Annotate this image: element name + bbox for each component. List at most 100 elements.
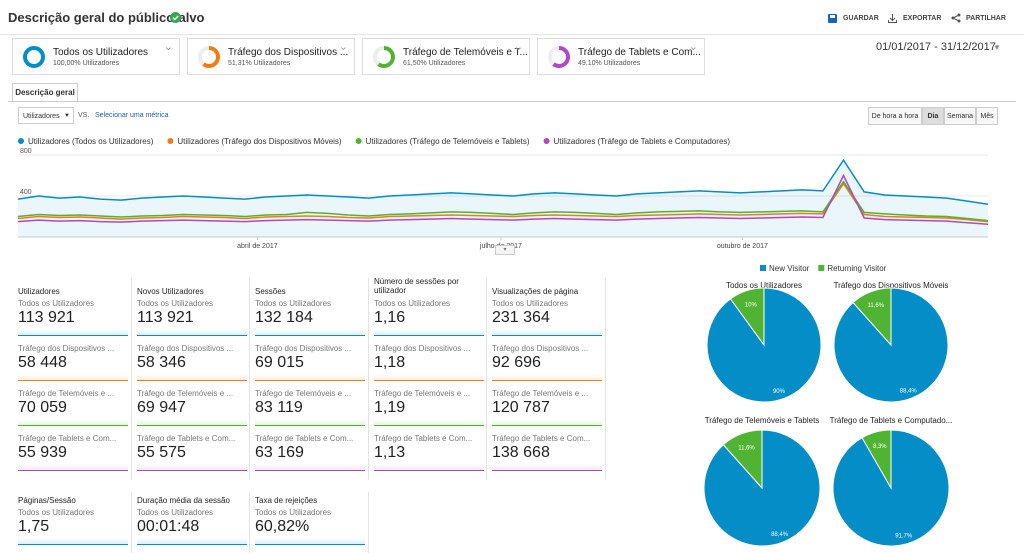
pie-title: Todos os Utilizadores bbox=[726, 281, 802, 290]
granularity-button[interactable]: Semana bbox=[944, 107, 976, 125]
segment-menu[interactable]: ⌄ bbox=[688, 41, 698, 53]
granularity-button[interactable]: De hora a hora bbox=[868, 107, 922, 125]
legend-swatch bbox=[18, 138, 24, 144]
metric-name: Sessões bbox=[255, 287, 286, 296]
segment-menu[interactable]: ⌄ bbox=[163, 41, 173, 53]
pie-title: Tráfego de Telemóveis e Tablets bbox=[705, 416, 820, 425]
metric-value: 132 184 bbox=[255, 309, 313, 326]
pie-value-label: 91,7% bbox=[895, 534, 913, 540]
pie-value-label: 11,6% bbox=[867, 303, 884, 309]
export-button[interactable]: EXPORTAR bbox=[903, 15, 942, 22]
legend-label: Utilizadores (Tráfego dos Dispositivos M… bbox=[177, 137, 342, 146]
sparkline bbox=[137, 419, 247, 426]
sparkline bbox=[255, 419, 365, 426]
legend-swatch bbox=[543, 138, 550, 144]
granularity-button[interactable]: Dia bbox=[922, 107, 944, 125]
metric-dropdown[interactable]: Utilizadores ▼ bbox=[18, 107, 74, 124]
segment-name: Tráfego de Telemóveis e T... bbox=[403, 47, 528, 58]
column-divider bbox=[486, 278, 487, 480]
segment-detail: 51,31% Utilizadores bbox=[228, 60, 291, 67]
metric-value: 113 921 bbox=[137, 309, 194, 326]
pie-slice bbox=[861, 429, 892, 490]
metric-value: 58 448 bbox=[18, 354, 67, 371]
select-metric-link[interactable]: Selecionar uma métrica bbox=[95, 112, 169, 119]
segment-menu[interactable]: ⌄ bbox=[513, 41, 523, 53]
metric-value: 231 364 bbox=[492, 309, 550, 326]
metric-value: 63 169 bbox=[255, 444, 304, 461]
column-divider bbox=[605, 278, 606, 480]
pie-legend-swatch bbox=[818, 265, 825, 271]
sparkline bbox=[492, 464, 602, 471]
segment-detail: 61,50% Utilizadores bbox=[403, 60, 466, 67]
metric-segment: Tráfego dos Dispositivos ... bbox=[255, 344, 352, 353]
segment-ring-arc bbox=[548, 46, 570, 68]
sparkline bbox=[374, 464, 484, 471]
legend-label: Utilizadores (Todos os Utilizadores) bbox=[28, 137, 154, 146]
metric-segment: Todos os Utilizadores bbox=[492, 299, 569, 308]
column-divider bbox=[368, 278, 369, 480]
segment-card[interactable]: Tráfego de Tablets e Com... 49,10% Utiliz… bbox=[537, 38, 705, 75]
metric-dropdown-label: Utilizadores bbox=[23, 113, 60, 120]
metric-segment: Tráfego de Tablets e Com... bbox=[255, 434, 354, 443]
series-line bbox=[17, 173, 989, 225]
metric-name: Utilizadores bbox=[18, 287, 60, 296]
segment-ring bbox=[548, 46, 570, 68]
overview-tab[interactable]: Descrição geral bbox=[12, 83, 78, 102]
segment-ring-arc bbox=[198, 46, 220, 68]
column-divider bbox=[249, 492, 250, 553]
metric-value: 120 787 bbox=[492, 399, 550, 416]
sparkline bbox=[255, 374, 365, 381]
segment-menu[interactable]: ⌄ bbox=[338, 41, 348, 53]
chart-toggle[interactable]: ▾ bbox=[495, 245, 515, 255]
save-button[interactable]: GUARDAR bbox=[843, 15, 879, 22]
export-icon[interactable] bbox=[888, 14, 897, 23]
metric-segment: Tráfego de Tablets e Com... bbox=[137, 434, 236, 443]
pie-slice bbox=[729, 287, 765, 347]
sparkline bbox=[492, 329, 602, 336]
sparkline bbox=[492, 419, 602, 426]
metric-value: 69 015 bbox=[255, 354, 304, 371]
metric-value: 1,16 bbox=[374, 309, 406, 326]
pie-legend-swatch bbox=[760, 265, 766, 271]
legend-label: Utilizadores (Tráfego de Telemóveis e Ta… bbox=[366, 137, 530, 146]
segment-ring-arc bbox=[373, 46, 395, 68]
metric-name: Taxa de rejeições bbox=[255, 496, 318, 505]
share-icon[interactable] bbox=[951, 13, 961, 23]
metric-value: 60,82% bbox=[255, 518, 310, 535]
pie-value-label: 11,6% bbox=[738, 445, 755, 451]
x-tick-label: outubro de 2017 bbox=[717, 243, 768, 250]
date-range[interactable]: 01/01/2017 - 31/12/2017 bbox=[876, 41, 996, 53]
metric-value: 138 668 bbox=[492, 444, 550, 461]
legend-swatch bbox=[167, 138, 174, 144]
metric-value: 69 947 bbox=[137, 399, 186, 416]
metric-segment: Tráfego de Telemóveis e ... bbox=[255, 389, 352, 398]
sparkline bbox=[255, 538, 365, 545]
segment-card[interactable]: Tráfego de Telemóveis e T... 61,50% Utili… bbox=[362, 38, 530, 75]
date-dropdown-arrow[interactable]: ▼ bbox=[993, 43, 1001, 52]
metric-value: 1,18 bbox=[374, 354, 406, 371]
share-button[interactable]: PARTILHAR bbox=[966, 15, 1006, 22]
segment-name: Tráfego de Tablets e Com... bbox=[578, 47, 701, 58]
pie-value-label: 8,3% bbox=[873, 444, 887, 450]
segment-card[interactable]: Tráfego dos Dispositivos ... 51,31% Utili… bbox=[187, 38, 355, 75]
pie-slice bbox=[722, 429, 763, 490]
metric-name: Páginas/Sessão bbox=[18, 496, 76, 505]
save-icon[interactable] bbox=[828, 14, 837, 23]
granularity-button[interactable]: Mês bbox=[976, 107, 998, 125]
sparkline bbox=[137, 538, 247, 545]
metric-segment: Tráfego de Tablets e Com... bbox=[374, 434, 473, 443]
segment-ring bbox=[198, 46, 220, 68]
metric-value: 00:01:48 bbox=[137, 518, 200, 535]
metric-segment: Tráfego dos Dispositivos ... bbox=[492, 344, 589, 353]
metric-segment: Tráfego dos Dispositivos ... bbox=[137, 344, 234, 353]
sparkline bbox=[18, 329, 128, 336]
segment-card[interactable]: Todos os Utilizadores 100,00% Utilizadore… bbox=[12, 38, 180, 75]
pie-title: Tráfego de Tablets e Computado... bbox=[830, 416, 953, 425]
metric-segment: Tráfego de Telemóveis e ... bbox=[492, 389, 589, 398]
segment-ring bbox=[23, 46, 45, 68]
column-divider bbox=[131, 492, 132, 553]
y-tick-label: 800 bbox=[20, 148, 32, 155]
sparkline bbox=[255, 464, 365, 471]
segment-name: Todos os Utilizadores bbox=[53, 47, 149, 58]
